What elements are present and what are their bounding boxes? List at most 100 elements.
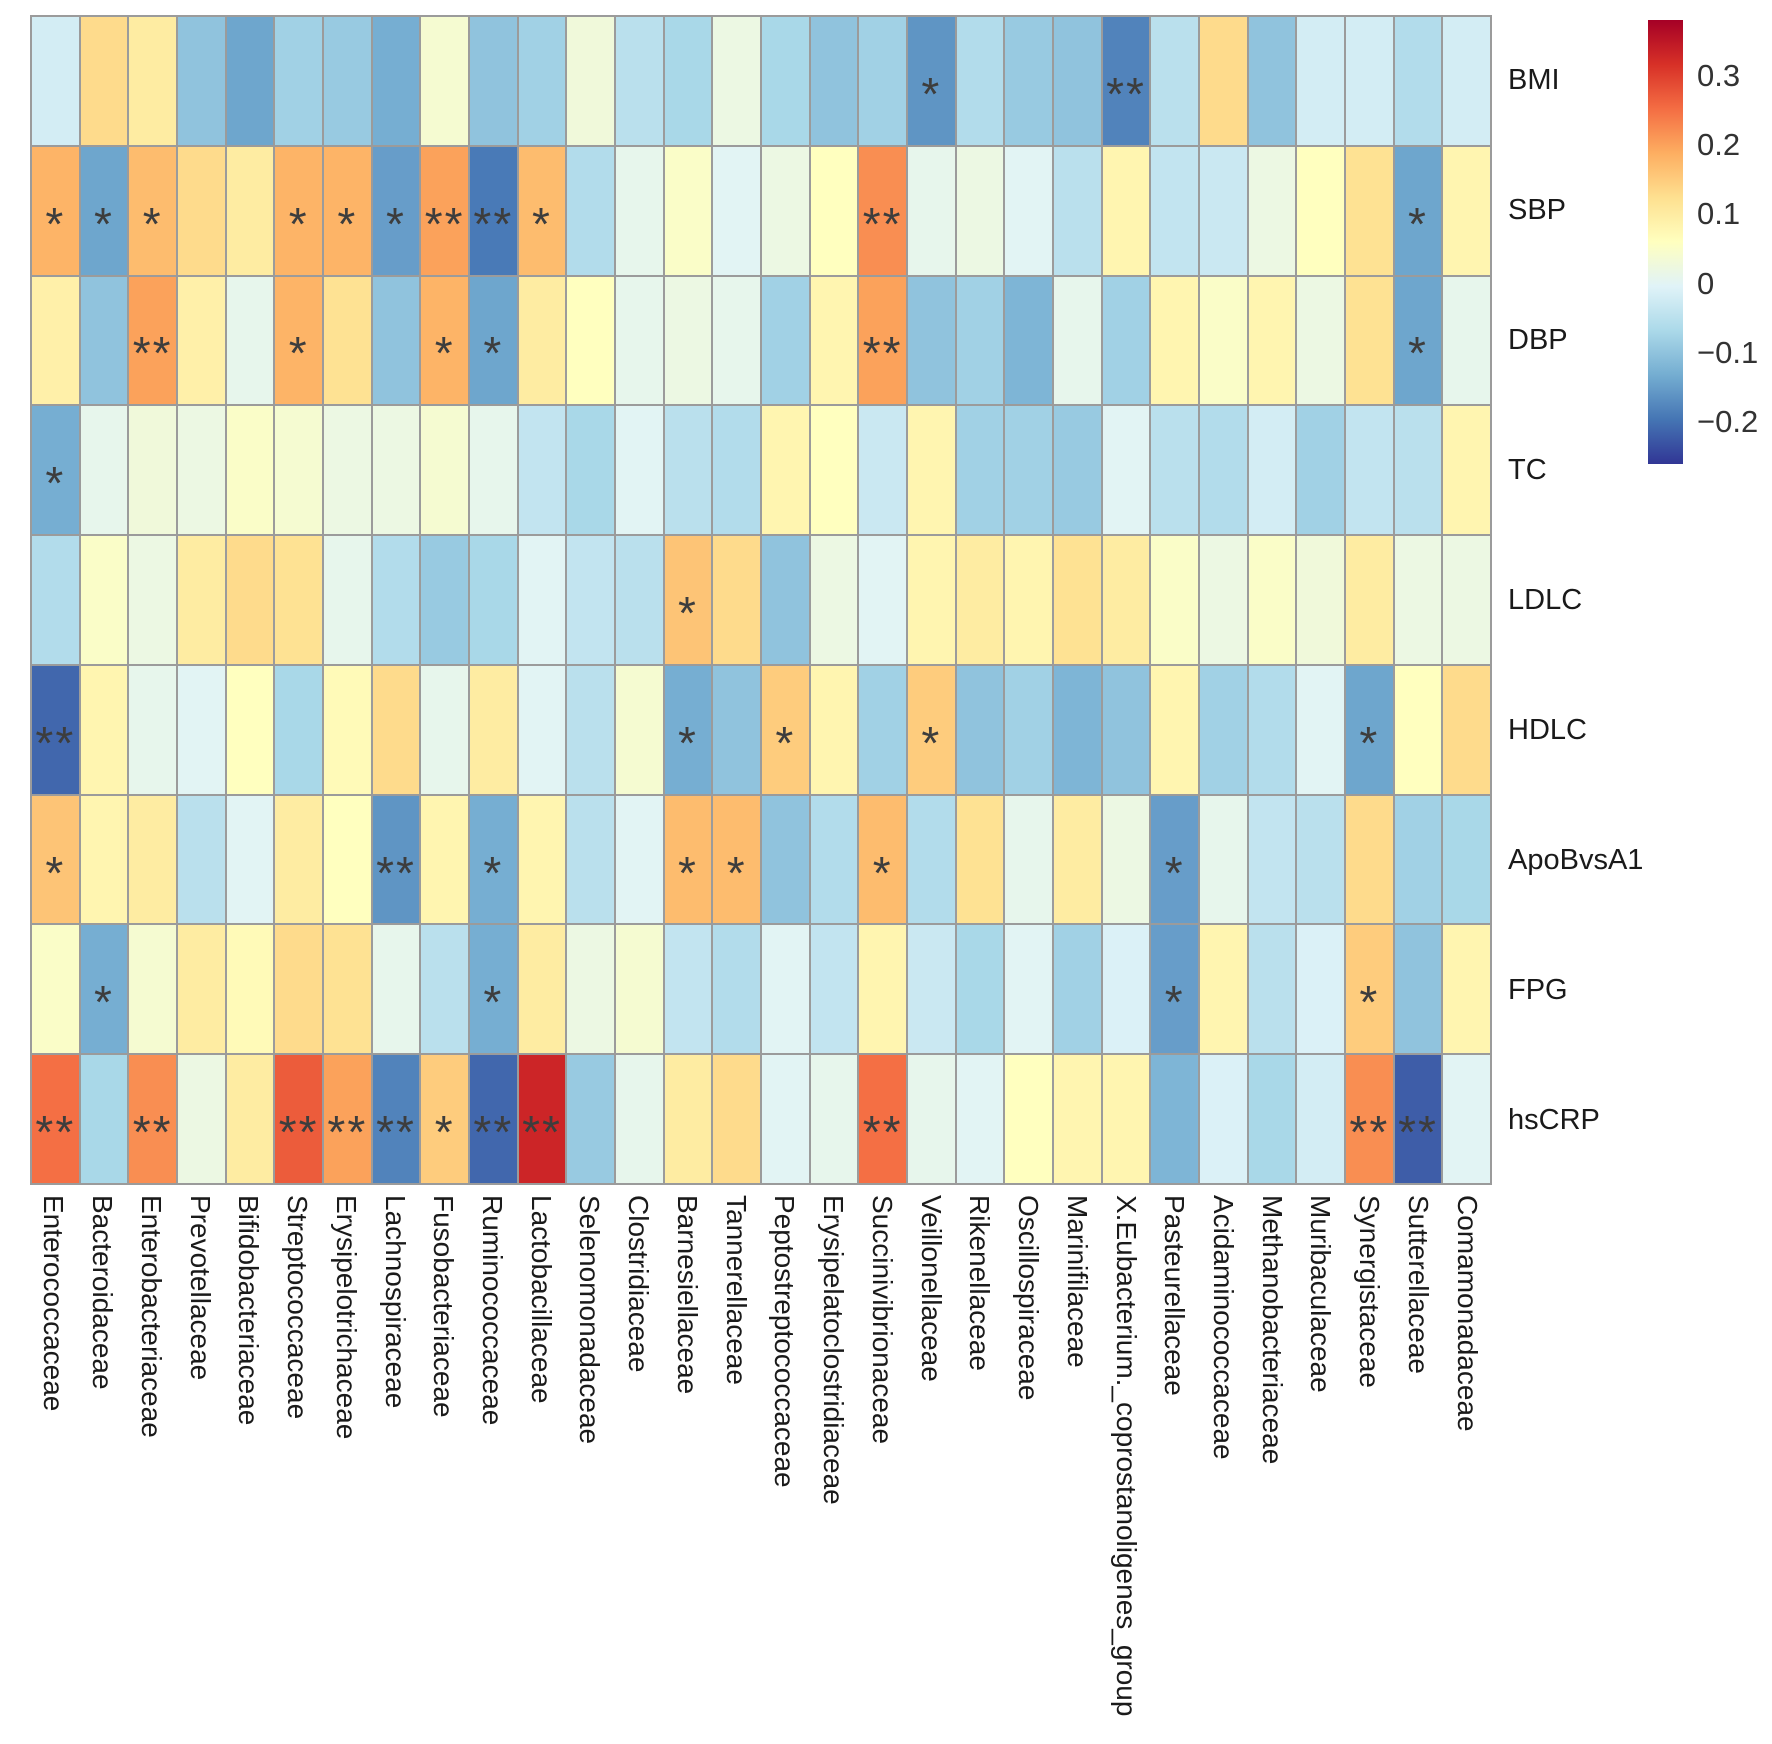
heatmap-cell bbox=[955, 535, 1005, 665]
heatmap-cell bbox=[858, 924, 907, 1055]
heatmap-cell bbox=[31, 16, 80, 146]
heatmap-cell: ** bbox=[469, 145, 518, 276]
row-label: DBP bbox=[1508, 324, 1568, 356]
heatmap-cell bbox=[663, 1054, 713, 1184]
heatmap-cell bbox=[1442, 664, 1491, 795]
significance-marker: * bbox=[94, 976, 114, 1029]
heatmap-cell bbox=[615, 145, 664, 276]
heatmap-cell bbox=[761, 275, 810, 406]
heatmap-cell bbox=[566, 1054, 615, 1184]
heatmap-cell bbox=[1004, 145, 1053, 276]
heatmap-cell bbox=[1150, 405, 1199, 536]
heatmap-cell bbox=[566, 16, 615, 146]
heatmap-cell bbox=[225, 405, 275, 536]
row-label: ApoBvsA1 bbox=[1508, 844, 1644, 876]
heatmap-cell bbox=[615, 924, 664, 1055]
heatmap-cell bbox=[1442, 1054, 1491, 1184]
heatmap-cell bbox=[177, 405, 226, 536]
heatmap-cell bbox=[615, 794, 664, 925]
column-label: Erysipelotrichaceae bbox=[330, 1195, 362, 1440]
heatmap-cell bbox=[274, 405, 323, 536]
heatmap-cell bbox=[128, 794, 177, 925]
row-label: LDLC bbox=[1508, 584, 1583, 616]
heatmap-cell bbox=[809, 145, 859, 276]
heatmap-cell bbox=[712, 924, 761, 1055]
heatmap-cell bbox=[1247, 405, 1297, 536]
heatmap-cell bbox=[517, 924, 567, 1055]
column-label: Oscillospiraceae bbox=[1013, 1195, 1045, 1401]
heatmap-cell bbox=[1053, 664, 1102, 795]
heatmap-cell bbox=[761, 405, 810, 536]
heatmap-cell bbox=[1199, 535, 1248, 665]
heatmap-cell bbox=[809, 275, 859, 406]
heatmap-cell bbox=[371, 924, 421, 1055]
heatmap-cell bbox=[1247, 664, 1297, 795]
heatmap-cell bbox=[712, 275, 761, 406]
heatmap-cell bbox=[420, 664, 469, 795]
heatmap-cell bbox=[1393, 16, 1443, 146]
heatmap-cell bbox=[1296, 664, 1345, 795]
heatmap-cell bbox=[420, 794, 469, 925]
heatmap-cell bbox=[1199, 924, 1248, 1055]
heatmap-cell: * bbox=[31, 405, 80, 536]
heatmap-cell: * bbox=[1345, 664, 1394, 795]
heatmap-cell bbox=[274, 535, 323, 665]
heatmap-cell bbox=[1296, 924, 1345, 1055]
heatmap-cell: ** bbox=[31, 664, 80, 795]
heatmap-cell bbox=[274, 664, 323, 795]
significance-marker: * bbox=[142, 197, 163, 250]
heatmap-cell bbox=[955, 1054, 1005, 1184]
column-label: Comamonadaceae bbox=[1451, 1195, 1483, 1432]
heatmap-cell bbox=[79, 535, 129, 665]
heatmap-cell bbox=[177, 1054, 226, 1184]
heatmap-cell bbox=[1150, 535, 1199, 665]
heatmap-cell bbox=[371, 405, 421, 536]
heatmap-cell bbox=[1296, 405, 1345, 536]
heatmap-cell bbox=[615, 664, 664, 795]
heatmap-cell: * bbox=[274, 145, 323, 276]
heatmap-cell bbox=[566, 794, 615, 925]
column-label: Enterobacteriaceae bbox=[135, 1195, 167, 1438]
heatmap-cell bbox=[1004, 924, 1053, 1055]
heatmap-cell bbox=[761, 794, 810, 925]
heatmap-cell bbox=[225, 924, 275, 1055]
heatmap-cell: ** bbox=[858, 1054, 907, 1184]
heatmap-cell bbox=[1442, 535, 1491, 665]
heatmap-cell bbox=[177, 275, 226, 406]
column-label: Bifidobacteriaceae bbox=[233, 1195, 265, 1426]
heatmap-cell: * bbox=[323, 145, 372, 276]
significance-marker: * bbox=[45, 197, 66, 250]
heatmap-cell bbox=[469, 405, 518, 536]
heatmap-cell bbox=[858, 405, 907, 536]
significance-marker: ** bbox=[424, 197, 465, 250]
significance-marker: * bbox=[775, 716, 796, 769]
heatmap-cell bbox=[1101, 924, 1151, 1055]
heatmap-cell bbox=[712, 664, 761, 795]
heatmap-cell bbox=[663, 275, 713, 406]
significance-marker: * bbox=[678, 716, 698, 769]
column-label: Prevotellaceae bbox=[184, 1195, 216, 1381]
significance-marker: ** bbox=[132, 1106, 173, 1159]
heatmap-cell bbox=[79, 405, 129, 536]
significance-marker: * bbox=[1359, 976, 1380, 1029]
heatmap-cell bbox=[712, 145, 761, 276]
heatmap-cell bbox=[809, 664, 859, 795]
heatmap-cell: * bbox=[663, 535, 713, 665]
heatmap-cell bbox=[1199, 145, 1248, 276]
heatmap-cell bbox=[517, 535, 567, 665]
column-label: Veillonellaceae bbox=[915, 1195, 947, 1382]
significance-marker: ** bbox=[1106, 67, 1146, 120]
heatmap-cell bbox=[1101, 535, 1151, 665]
heatmap-cell bbox=[1345, 405, 1394, 536]
heatmap-cell bbox=[955, 16, 1005, 146]
heatmap-cell: ** bbox=[371, 1054, 421, 1184]
heatmap-cell bbox=[907, 535, 956, 665]
significance-marker: * bbox=[483, 976, 504, 1029]
column-label: Synergistaceae bbox=[1354, 1195, 1386, 1389]
heatmap-cell bbox=[517, 16, 567, 146]
heatmap-cell: * bbox=[79, 145, 129, 276]
column-label: Bacteroidaceae bbox=[87, 1195, 119, 1390]
heatmap-cell bbox=[177, 664, 226, 795]
heatmap-cell bbox=[1345, 535, 1394, 665]
heatmap-cell bbox=[615, 275, 664, 406]
